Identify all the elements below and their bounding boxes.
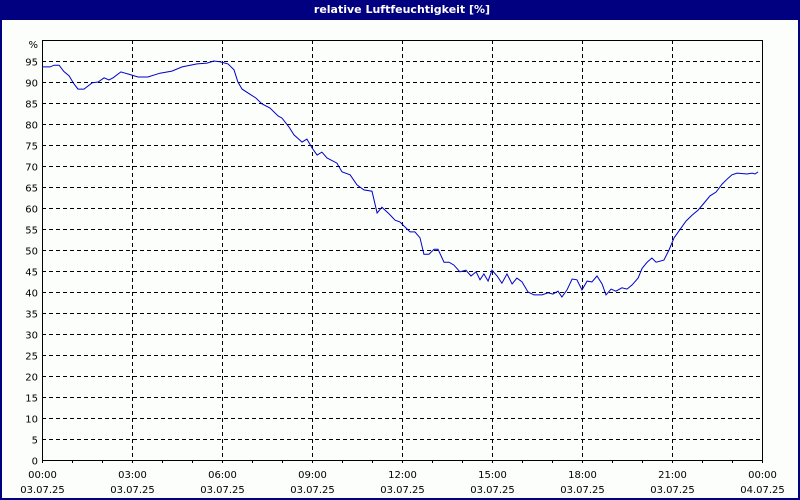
x-tick-date: 03.07.25 <box>200 485 245 496</box>
x-tick-time: 09:00 <box>298 470 327 481</box>
x-tick-date: 03.07.25 <box>20 485 65 496</box>
y-tick-label: 60 <box>25 205 38 216</box>
y-tick-label: 5 <box>32 436 38 447</box>
humidity-series-line <box>42 60 759 298</box>
x-tick-date: 03.07.25 <box>650 485 695 496</box>
y-tick-label: 75 <box>25 142 38 153</box>
x-tick-date: 03.07.25 <box>290 485 335 496</box>
x-tick-date: 03.07.25 <box>560 485 605 496</box>
y-axis-labels: 0 5 10 15 20 25 30 35 40 45 50 55 60 65 70 75 80 85 90 95% <box>25 40 38 468</box>
y-tick-label: 10 <box>25 415 38 426</box>
y-tick-label: 70 <box>25 163 38 174</box>
y-tick-label: 50 <box>25 247 38 258</box>
x-tick-date: 03.07.25 <box>470 485 515 496</box>
axes <box>42 40 763 463</box>
grid-lines <box>42 40 762 460</box>
y-tick-label: 0 <box>32 457 38 468</box>
y-tick-label: 30 <box>25 331 38 342</box>
x-tick-time: 06:00 <box>208 470 237 481</box>
y-tick-label: 25 <box>25 352 38 363</box>
chart-title: relative Luftfeuchtigkeit [%] <box>2 0 800 20</box>
y-unit-label: % <box>28 40 38 51</box>
x-tick-time: 21:00 <box>658 470 687 481</box>
y-tick-label: 40 <box>25 289 38 300</box>
y-tick-label: 35 <box>25 310 38 321</box>
x-tick-date: 03.07.25 <box>380 485 425 496</box>
x-tick-time: 00:00 <box>28 470 57 481</box>
x-tick-date: 04.07.25 <box>740 485 785 496</box>
x-tick-time: 00:00 <box>748 470 777 481</box>
y-tick-label: 95 <box>25 58 38 69</box>
y-tick-label: 90 <box>25 79 38 90</box>
y-tick-label: 85 <box>25 100 38 111</box>
x-tick-time: 18:00 <box>568 470 597 481</box>
x-tick-date: 03.07.25 <box>110 485 155 496</box>
x-tick-time: 12:00 <box>388 470 417 481</box>
x-axis-labels: 00:00 03.07.25 03:00 03.07.25 06:00 03.07.25 0… <box>20 470 785 496</box>
y-tick-label: 65 <box>25 184 38 195</box>
x-tick-time: 03:00 <box>118 470 147 481</box>
y-tick-label: 15 <box>25 394 38 405</box>
y-tick-label: 55 <box>25 226 38 237</box>
plot-border <box>42 40 763 461</box>
y-tick-label: 20 <box>25 373 38 384</box>
y-tick-label: 80 <box>25 121 38 132</box>
x-tick-time: 15:00 <box>478 470 507 481</box>
y-tick-label: 45 <box>25 268 38 279</box>
